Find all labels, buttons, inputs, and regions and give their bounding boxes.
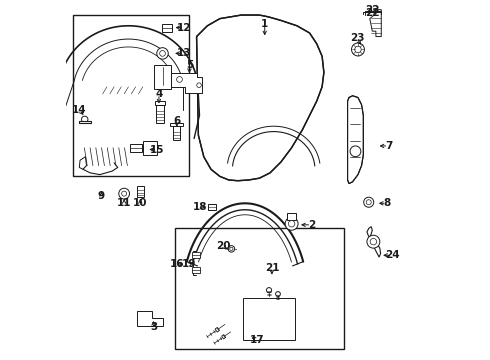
Text: 12: 12: [177, 23, 191, 33]
Text: 18: 18: [193, 202, 207, 212]
Bar: [208, 204, 216, 211]
Circle shape: [160, 50, 166, 56]
Bar: [156, 105, 164, 123]
Polygon shape: [79, 121, 91, 123]
Circle shape: [355, 46, 361, 53]
Text: 22: 22: [365, 8, 380, 18]
Text: 13: 13: [177, 48, 191, 58]
Circle shape: [119, 188, 129, 199]
Bar: [162, 24, 172, 32]
Polygon shape: [172, 73, 202, 93]
Text: 17: 17: [250, 334, 265, 345]
Circle shape: [267, 288, 271, 293]
Text: 15: 15: [150, 144, 164, 154]
Text: 14: 14: [72, 105, 87, 115]
Bar: [73, 15, 190, 176]
Circle shape: [228, 246, 235, 252]
Text: 9: 9: [98, 191, 105, 201]
Text: 11: 11: [117, 198, 131, 208]
Circle shape: [122, 191, 126, 196]
Bar: [172, 126, 180, 140]
Text: 21: 21: [265, 263, 279, 273]
Polygon shape: [196, 15, 324, 181]
Bar: [192, 252, 200, 258]
Circle shape: [366, 200, 371, 205]
Bar: [175, 228, 343, 348]
Bar: [130, 144, 142, 152]
Circle shape: [370, 238, 377, 245]
Bar: [243, 298, 295, 339]
Bar: [153, 65, 172, 89]
Polygon shape: [137, 311, 163, 325]
Polygon shape: [221, 335, 226, 339]
Text: 19: 19: [182, 259, 196, 269]
Bar: [143, 140, 157, 155]
Bar: [287, 213, 296, 220]
Circle shape: [81, 116, 88, 123]
Circle shape: [157, 48, 168, 59]
Text: 23: 23: [350, 33, 364, 43]
Text: 22: 22: [365, 5, 379, 15]
Text: 5: 5: [186, 60, 193, 70]
Circle shape: [276, 292, 280, 296]
Polygon shape: [370, 10, 381, 37]
Circle shape: [177, 77, 182, 82]
Circle shape: [230, 247, 233, 251]
Text: 6: 6: [173, 116, 180, 126]
Text: 10: 10: [133, 198, 147, 208]
Text: 1: 1: [261, 19, 269, 29]
Text: 7: 7: [385, 141, 392, 151]
Circle shape: [364, 197, 374, 207]
Circle shape: [351, 43, 365, 56]
Polygon shape: [215, 327, 220, 332]
Text: 20: 20: [216, 241, 231, 251]
Polygon shape: [347, 96, 364, 184]
Text: 16: 16: [170, 259, 184, 269]
Text: 3: 3: [150, 322, 157, 332]
Circle shape: [196, 83, 201, 87]
Bar: [170, 123, 183, 126]
Bar: [154, 101, 165, 105]
Circle shape: [350, 146, 361, 157]
Circle shape: [289, 221, 295, 227]
Text: 8: 8: [383, 198, 390, 208]
Text: 24: 24: [385, 250, 399, 260]
Circle shape: [285, 217, 298, 230]
Bar: [192, 267, 200, 273]
Text: 2: 2: [308, 220, 315, 230]
Text: 4: 4: [155, 89, 163, 99]
Circle shape: [367, 235, 380, 248]
Bar: [137, 186, 144, 197]
Polygon shape: [367, 226, 381, 257]
